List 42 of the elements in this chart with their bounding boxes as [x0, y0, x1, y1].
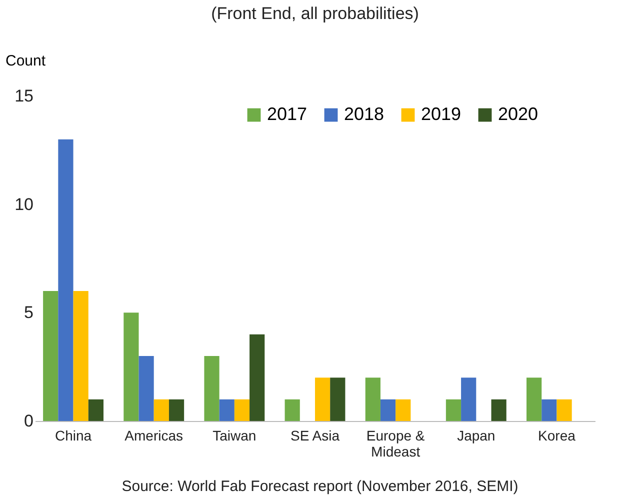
x-tick-label: Korea: [538, 428, 576, 444]
bar: [73, 291, 88, 421]
bar: [284, 399, 300, 421]
bar: [154, 399, 169, 421]
bar: [526, 378, 542, 421]
x-tick-label: Japan: [457, 428, 496, 444]
bar: [396, 399, 411, 421]
bar: [234, 399, 250, 421]
bar: [168, 399, 184, 421]
bar: [380, 399, 396, 421]
y-tick-label: 0: [24, 412, 34, 430]
x-tick-label: Taiwan: [212, 428, 256, 444]
bar: [219, 399, 234, 421]
bar: [315, 378, 330, 421]
bar: [58, 139, 74, 421]
legend-label: 2020: [498, 104, 538, 124]
bar: [43, 291, 58, 421]
chart-subtitle: (Front End, all probabilities): [211, 4, 419, 23]
bar: [204, 356, 220, 421]
y-tick-label: 10: [14, 194, 34, 214]
bar: [365, 378, 380, 421]
legend-label: 2017: [267, 104, 308, 124]
x-tick-label: SE Asia: [290, 428, 340, 444]
bar: [138, 356, 154, 421]
y-tick-label: 5: [24, 303, 34, 322]
bar: [446, 399, 462, 421]
bar: [330, 378, 346, 421]
source-note: Source: World Fab Forecast report (November 2016, SEMI): [120, 478, 520, 495]
x-tick-label: Europe & Mideast: [366, 428, 426, 460]
bar: [250, 334, 265, 421]
legend-label: 2019: [421, 104, 462, 124]
bar: [88, 399, 104, 421]
y-tick-label: 15: [14, 86, 34, 106]
x-tick-label: Americas: [124, 428, 184, 444]
bar: [124, 312, 139, 421]
bar: [556, 399, 572, 421]
x-tick-label: China: [54, 428, 92, 444]
y-axis-title: Count: [6, 52, 46, 70]
bar: [491, 399, 506, 421]
legend-label: 2018: [344, 104, 384, 124]
bar: [461, 378, 476, 421]
bar: [542, 399, 557, 421]
